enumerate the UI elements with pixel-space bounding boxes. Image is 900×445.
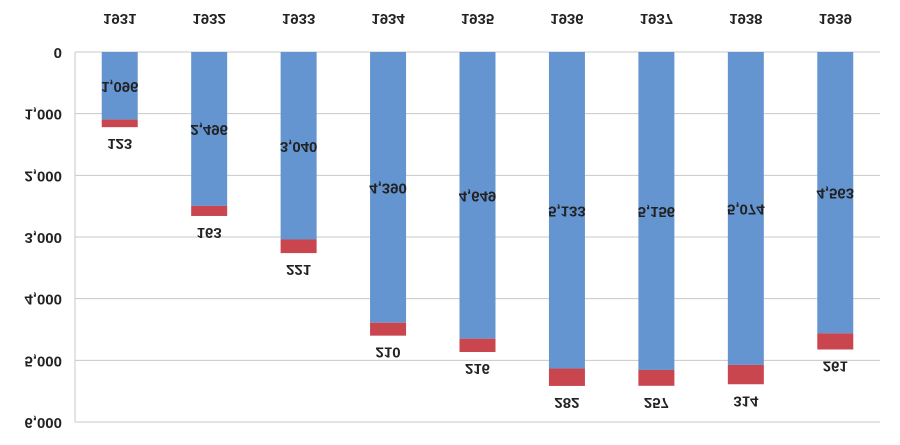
data-label: 123 (107, 135, 132, 152)
y-tick-label: 3,000 (24, 229, 62, 246)
data-label: 2,496 (190, 121, 228, 138)
data-label: 216 (465, 360, 490, 377)
data-label: 4,390 (369, 179, 407, 196)
bar-segment (727, 364, 764, 385)
bar-segment (191, 52, 228, 206)
data-label: 5,133 (548, 202, 586, 219)
bar-segment (370, 322, 407, 336)
bar-segment (370, 52, 407, 323)
data-label: 3,040 (280, 138, 318, 155)
data-label: 1,096 (101, 78, 139, 95)
data-label: 5,156 (638, 203, 676, 220)
y-tick-label: 1,000 (24, 106, 62, 123)
data-label: 261 (823, 358, 848, 375)
data-label: 257 (644, 394, 669, 411)
bar-segment (638, 52, 675, 370)
x-tick-label: 1934 (371, 10, 405, 27)
x-tick-label: 1932 (192, 10, 225, 27)
bar-segment (280, 239, 317, 254)
bar-segment (817, 333, 854, 350)
y-tick-label: 2,000 (24, 167, 62, 184)
data-label: 221 (286, 261, 311, 278)
x-tick-label: 1936 (550, 10, 583, 27)
x-tick-label: 1939 (819, 10, 852, 27)
bar-segment (548, 52, 585, 369)
y-tick-label: 0 (54, 44, 62, 61)
y-tick-label: 4,000 (24, 291, 62, 308)
bar-segment (101, 119, 138, 128)
data-label: 4,563 (817, 185, 855, 202)
y-tick-label: 5,000 (24, 352, 62, 369)
bar-segment (280, 52, 317, 240)
bar-segment (101, 52, 138, 120)
x-tick-label: 1937 (640, 10, 673, 27)
data-label: 210 (376, 344, 401, 361)
data-label: 314 (733, 392, 759, 409)
data-label: 5,074 (727, 200, 765, 217)
x-tick-label: 1933 (282, 10, 315, 27)
data-label: 163 (197, 224, 222, 241)
bar-segment (727, 52, 764, 365)
bar-segment (548, 368, 585, 386)
bar-segment (817, 52, 854, 334)
bar-segment (638, 369, 675, 386)
x-tick-label: 1931 (103, 10, 136, 27)
bar-segment (459, 52, 496, 339)
x-tick-label: 1935 (461, 10, 494, 27)
bar-segment (191, 205, 228, 216)
y-tick-label: 6,000 (24, 414, 62, 431)
data-label: 282 (554, 394, 579, 411)
bar-segment (459, 338, 496, 353)
x-tick-label: 1938 (729, 10, 762, 27)
data-label: 4,649 (459, 187, 497, 204)
